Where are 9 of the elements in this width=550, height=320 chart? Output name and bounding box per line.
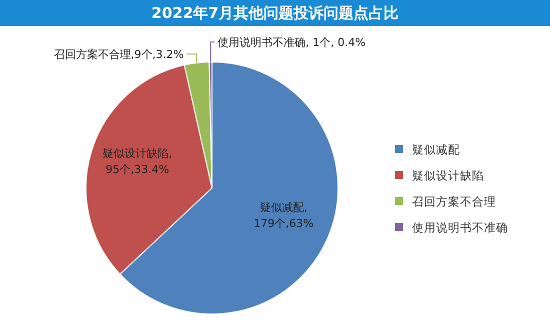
data-label: 疑似设计缺陷, 95个,33.4%	[102, 147, 172, 176]
data-label: 疑似减配, 179个,63%	[254, 201, 314, 230]
data-label: 召回方案不合理,9个,3.2%	[54, 48, 184, 61]
legend-label: 疑似减配	[412, 142, 460, 156]
legend-label: 使用说明书不准确	[412, 220, 508, 234]
chart-title: 2022年7月其他问题投诉问题点占比	[151, 4, 399, 22]
data-label: 使用说明书不准确, 1个, 0.4%	[218, 36, 366, 49]
legend-label: 召回方案不合理	[412, 194, 496, 208]
legend-label: 疑似设计缺陷	[412, 168, 484, 182]
